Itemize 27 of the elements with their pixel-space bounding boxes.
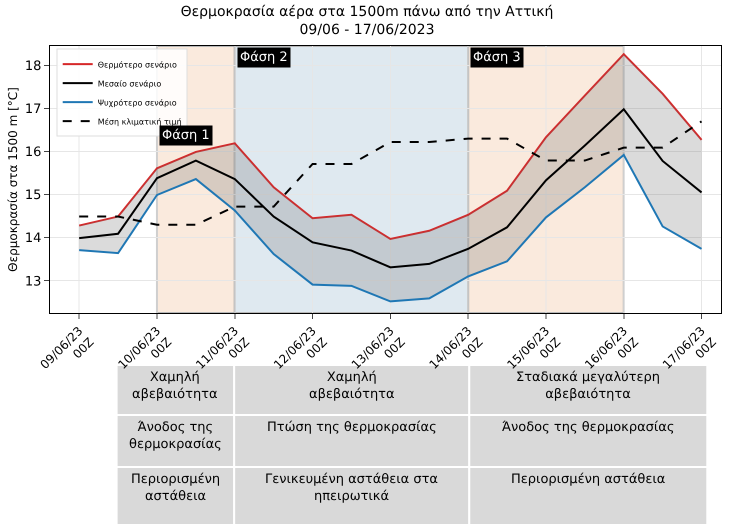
y-tick-label: 15 (24, 188, 42, 204)
text: Γενικευμένη αστάθεια στα ηπειρωτικά (265, 472, 438, 504)
legend-label: Μέση κλιματική τιμή (98, 117, 182, 126)
legend-label: Μεσαίο σενάριο (98, 79, 162, 88)
y-tick-label: 14 (24, 231, 42, 246)
y-tick-label: 17 (24, 102, 42, 117)
text: Περιορισμένη αστάθεια (511, 472, 666, 487)
line-series (78, 108, 703, 268)
band-label: Φάση 3 (473, 50, 521, 65)
text: Άνοδος της θερμοκρασίας (502, 420, 674, 435)
y-axis-title: Θερμοκρασία στα 1500 m [°C] (6, 87, 20, 272)
text: Χαμηλή αβεβαιότητα (309, 370, 395, 402)
text: Πτώση της θερμοκρασίας (267, 420, 437, 435)
y-tick-label: 18 (24, 58, 42, 74)
text: Σταδιακά μεγαλύτερη αβεβαιότητα (516, 370, 660, 402)
band-label: Φάση 2 (240, 50, 288, 65)
chart-subtitle: 09/06 - 17/06/2023 (300, 22, 434, 38)
legend-label: Θερμότερο σενάριο (98, 60, 177, 70)
text: Περιορισμένη αστάθεια (131, 472, 220, 504)
y-tick-label: 13 (24, 274, 42, 290)
line-series (78, 154, 703, 302)
band-label: Φάση 1 (162, 128, 210, 143)
y-tick-label: 16 (24, 145, 42, 160)
chart-title: Θερμοκρασία αέρα στα 1500m πάνω από την Αττική (180, 4, 554, 20)
text: Άνοδος της θερμοκρασίας (129, 420, 222, 452)
legend-label: Ψυχρότερο σενάριο (98, 98, 177, 108)
text: Χαμηλή αβεβαιότητα (132, 370, 218, 402)
